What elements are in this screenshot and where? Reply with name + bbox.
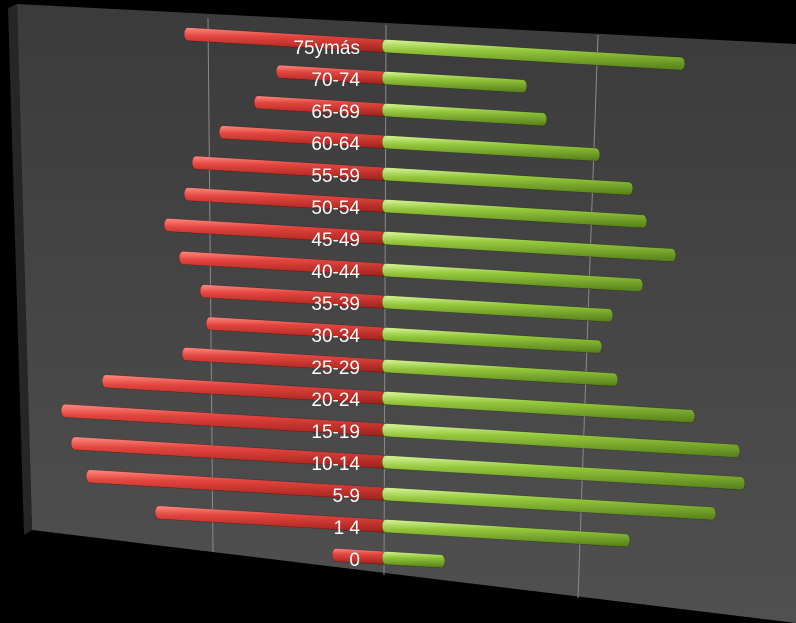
plot-wall-edge (8, 4, 32, 535)
category-label: 65-69 (311, 102, 360, 123)
category-label: 5-9 (333, 486, 360, 507)
category-labels: 75ymás 70-74 65-69 60-64 55-59 50-54 45-49 40-4… (293, 38, 360, 571)
category-label: 10-14 (311, 454, 360, 475)
category-label: 45-49 (311, 230, 360, 251)
category-label: 40-44 (311, 262, 360, 283)
category-label: 0 (349, 550, 360, 571)
category-label: 15-19 (311, 422, 360, 443)
category-label: 75ymás (293, 38, 360, 59)
bar-right (381, 103, 548, 127)
category-label: 50-54 (311, 198, 360, 219)
bar-right (381, 71, 528, 94)
bar-right (381, 519, 631, 548)
category-label: 30-34 (311, 326, 360, 347)
bars (60, 27, 746, 569)
bar-right (381, 167, 634, 196)
bar-right (381, 263, 644, 292)
category-label: 60-64 (311, 134, 360, 155)
bar-right (381, 231, 677, 262)
bar-right (381, 391, 696, 424)
bar-right (381, 423, 741, 458)
category-label: 70-74 (311, 70, 360, 91)
bar-right (381, 135, 601, 162)
category-label: 55-59 (311, 166, 360, 187)
category-label: 25-29 (311, 358, 360, 379)
bar-right (381, 199, 648, 229)
bar-right (381, 327, 603, 354)
bar-right (381, 359, 619, 387)
bar-right (381, 295, 614, 323)
bar-right (381, 487, 717, 521)
bar-right (381, 551, 446, 569)
category-label: 20-24 (311, 390, 360, 411)
category-label: 1 4 (334, 518, 361, 539)
bar-right (381, 39, 686, 71)
bar-right (381, 455, 746, 491)
category-label: 35-39 (311, 294, 360, 315)
